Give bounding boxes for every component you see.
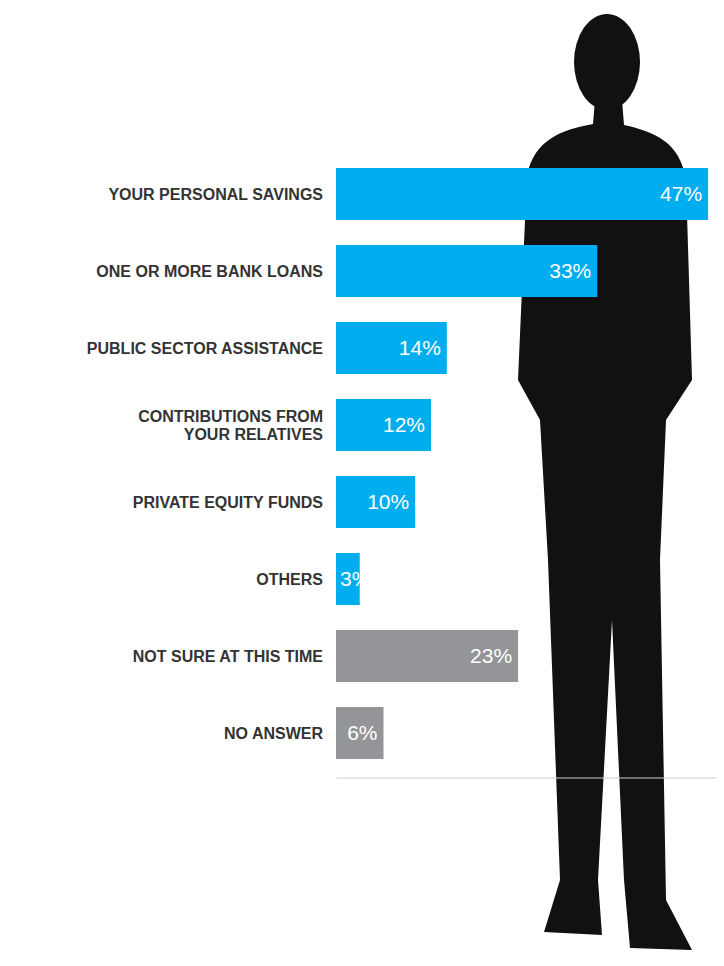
- data-label: 14%: [399, 336, 441, 359]
- data-labels: 47% 33% 14% 12% 10% 3% 23% 6%: [340, 182, 702, 744]
- bar: [336, 630, 518, 682]
- category-label: PRIVATE EQUITY FUNDS: [133, 494, 324, 511]
- category-label: OTHERS: [256, 571, 323, 588]
- category-label: NOT SURE AT THIS TIME: [133, 648, 324, 665]
- data-label: 47%: [660, 182, 702, 205]
- silhouette-body: [518, 100, 692, 950]
- data-label: 6%: [347, 721, 377, 744]
- category-label: PUBLIC SECTOR ASSISTANCE: [87, 340, 324, 357]
- bar: [336, 322, 447, 374]
- category-label: CONTRIBUTIONS FROMYOUR RELATIVES: [138, 408, 323, 443]
- data-label: 10%: [367, 490, 409, 513]
- bars: [336, 168, 708, 759]
- x-axis-line: [337, 778, 717, 779]
- category-label: NO ANSWER: [224, 725, 323, 742]
- category-label: ONE OR MORE BANK LOANS: [96, 263, 323, 280]
- category-label: YOUR PERSONAL SAVINGS: [108, 186, 323, 203]
- data-label: 23%: [470, 644, 512, 667]
- bar: [336, 168, 708, 220]
- silhouette-head: [574, 14, 640, 110]
- silhouette: [518, 14, 692, 950]
- bar: [336, 476, 415, 528]
- chart: 47% 33% 14% 12% 10% 3% 23% 6% YOUR PERSONAL SAVI…: [0, 0, 724, 966]
- data-label: 33%: [549, 259, 591, 282]
- x-axis: [337, 778, 717, 779]
- data-label: 3%: [340, 567, 370, 590]
- bar: [336, 399, 431, 451]
- data-label: 12%: [383, 413, 425, 436]
- bar: [336, 245, 597, 297]
- bar: [336, 707, 384, 759]
- category-labels: YOUR PERSONAL SAVINGS ONE OR MORE BANK LO…: [87, 186, 324, 742]
